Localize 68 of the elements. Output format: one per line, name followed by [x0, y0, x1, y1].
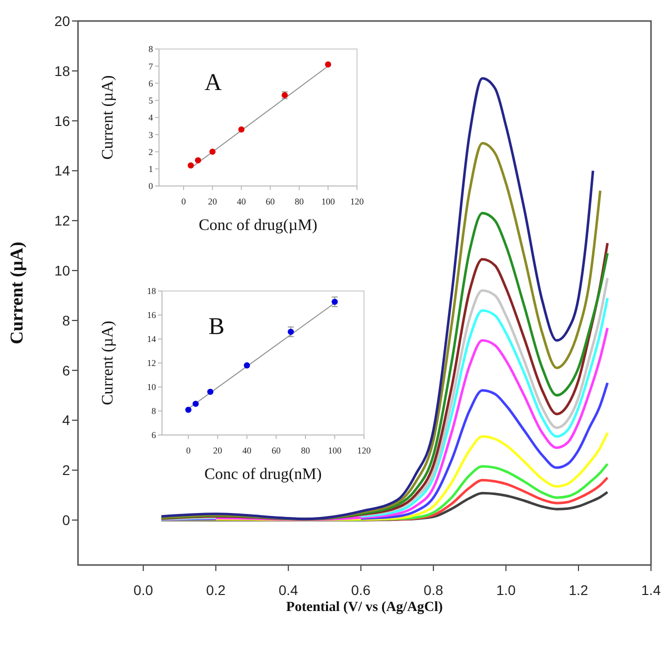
y-tick-label: 6	[62, 362, 70, 378]
y-tick-label: 4	[148, 112, 154, 123]
x-tick-label: 1.2	[568, 582, 588, 598]
x-tick-label: 20	[213, 445, 223, 456]
x-tick-label: 0	[186, 445, 192, 456]
x-tick-label: 80	[294, 196, 304, 206]
y-tick-label: 8	[62, 312, 70, 328]
y-tick-label: 10	[147, 382, 156, 392]
y-axis-title: Current (µA)	[100, 75, 117, 160]
point	[209, 148, 216, 155]
x-tick-label: 80	[300, 445, 310, 456]
y-tick-label: 2	[148, 146, 153, 157]
x-tick-label: 0.4	[278, 582, 298, 598]
y-axis-title: Current (µA)	[6, 242, 26, 344]
y-tick-label: 8	[148, 44, 154, 54]
x-tick-label: 1.4	[641, 582, 661, 598]
y-tick-label: 0	[148, 181, 154, 192]
annotation: A	[204, 70, 223, 96]
y-tick-label: 7	[148, 61, 154, 72]
y-tick-label: 8	[152, 406, 156, 416]
y-tick-label: 18	[147, 286, 156, 296]
x-tick-label: 0.0	[134, 582, 154, 598]
y-tick-label: 10	[54, 262, 70, 279]
y-tick-label: 1	[148, 164, 153, 174]
y-tick-label: 16	[147, 310, 156, 320]
y-tick-label: 20	[54, 12, 70, 29]
x-tick-label: 0.8	[424, 582, 444, 598]
y-axis-title: Current (µA)	[100, 320, 117, 406]
point	[288, 328, 294, 335]
y-tick-label: 5	[148, 96, 154, 106]
x-tick-label: 120	[350, 196, 364, 206]
point	[244, 362, 250, 368]
point	[325, 61, 332, 68]
x-tick-label: 40	[236, 196, 246, 206]
point	[238, 126, 244, 133]
y-tick-label: 2	[62, 462, 70, 478]
y-tick-label: 18	[54, 62, 70, 79]
x-tick-label: 120	[357, 445, 372, 456]
y-tick-label: 12	[147, 358, 156, 368]
x-tick-label: 60	[272, 445, 282, 456]
x-tick-label: 20	[208, 196, 218, 206]
x-tick-label: 0.6	[351, 582, 371, 598]
y-tick-label: 14	[147, 334, 156, 344]
point	[185, 406, 192, 413]
x-tick-label: 0	[181, 196, 186, 206]
annotation: B	[208, 314, 224, 340]
point	[192, 400, 199, 407]
point	[188, 162, 194, 169]
x-axis-title: Conc of drug(µM)	[198, 217, 318, 234]
x-tick-label: 60	[266, 196, 276, 206]
x-axis-title: Potential (V/ vs (Ag/AgCl)	[286, 600, 444, 615]
x-tick-label: 0.2	[206, 582, 226, 598]
y-tick-label: 6	[152, 430, 156, 440]
x-tick-label: 40	[242, 445, 252, 456]
y-tick-label: 6	[148, 78, 154, 88]
y-tick-label: 14	[54, 162, 70, 179]
y-tick-label: 16	[54, 112, 70, 129]
x-tick-label: 1.0	[496, 582, 516, 598]
x-tick-label: 100	[328, 445, 342, 456]
x-axis-title: Conc of drug(nM)	[204, 466, 322, 483]
x-tick-label: 100	[321, 196, 336, 206]
point	[332, 298, 338, 305]
y-tick-label: 4	[62, 412, 70, 428]
point	[207, 388, 214, 395]
y-tick-label: 3	[148, 130, 154, 140]
point	[194, 157, 202, 164]
y-tick-label: 0	[62, 512, 70, 528]
y-tick-label: 12	[54, 212, 70, 229]
